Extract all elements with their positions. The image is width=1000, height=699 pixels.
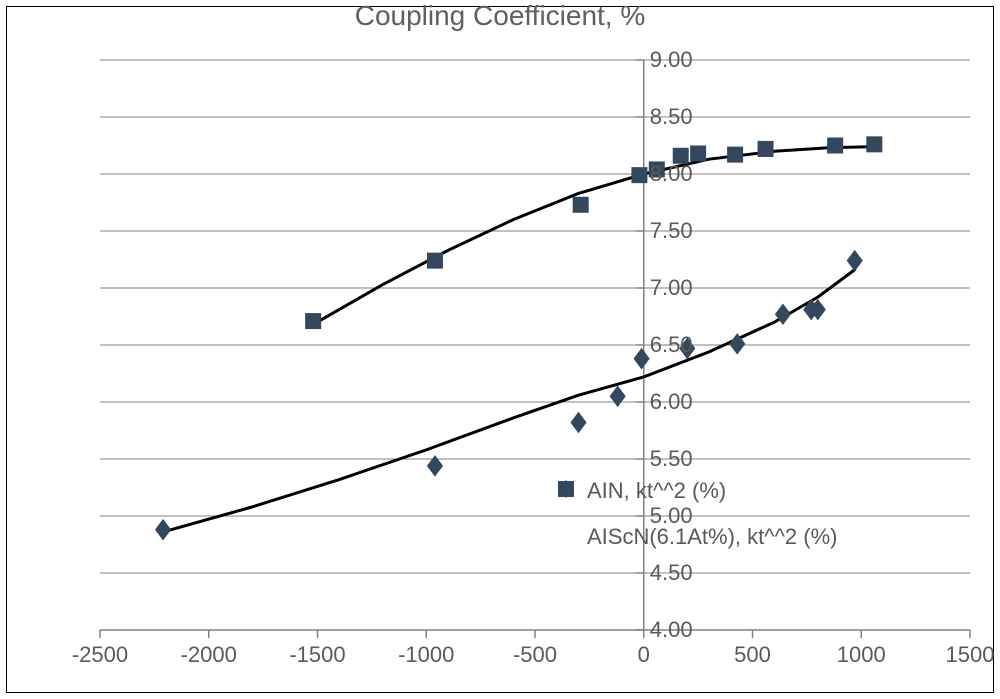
- marker-aiscn: [631, 167, 647, 183]
- x-tick-label: 1000: [811, 642, 911, 668]
- legend-row-aiscn: AIScN(6.1At%), kt^^2 (%): [555, 524, 837, 550]
- x-tick-label: 0: [594, 642, 694, 668]
- marker-aiscn: [866, 136, 882, 152]
- x-tick-label: -2000: [159, 642, 259, 668]
- marker-ain: [633, 348, 649, 370]
- legend-row-ain: AIN, kt^^2 (%): [555, 478, 837, 504]
- y-tick-label: 7.50: [650, 218, 706, 244]
- marker-aiscn: [758, 141, 774, 157]
- y-tick-label: 6.50: [650, 332, 706, 358]
- marker-ain: [155, 519, 171, 541]
- marker-ain: [427, 455, 443, 477]
- y-tick-label: 7.00: [650, 275, 706, 301]
- marker-aiscn: [727, 147, 743, 163]
- marker-ain: [570, 412, 586, 434]
- x-tick-label: -500: [485, 642, 585, 668]
- marker-aiscn: [305, 313, 321, 329]
- y-tick-label: 8.00: [650, 161, 706, 187]
- x-tick-label: -2500: [50, 642, 150, 668]
- chart-container: Coupling Coefficient, % 4.004.505.005.50…: [0, 0, 1000, 699]
- marker-aiscn: [827, 138, 843, 154]
- marker-aiscn: [690, 145, 706, 161]
- marker-aiscn: [427, 253, 443, 269]
- legend-label: AIScN(6.1At%), kt^^2 (%): [587, 524, 837, 550]
- marker-ain: [847, 250, 863, 272]
- x-tick-label: 1500: [920, 642, 1000, 668]
- trend-line-aiscn: [313, 147, 874, 325]
- plot-svg: [0, 0, 1000, 699]
- y-tick-label: 9.00: [650, 47, 706, 73]
- y-tick-label: 6.00: [650, 389, 706, 415]
- x-tick-label: -1000: [376, 642, 476, 668]
- legend-label: AIN, kt^^2 (%): [587, 478, 726, 504]
- marker-aiscn: [573, 197, 589, 213]
- y-tick-label: 8.50: [650, 104, 706, 130]
- legend: AIN, kt^^2 (%) AIScN(6.1At%), kt^^2 (%): [555, 478, 837, 570]
- x-tick-label: -1500: [268, 642, 368, 668]
- y-tick-label: 4.00: [650, 617, 706, 643]
- square-icon: [555, 526, 577, 548]
- x-tick-label: 500: [703, 642, 803, 668]
- marker-ain: [610, 386, 626, 408]
- y-tick-label: 5.50: [650, 446, 706, 472]
